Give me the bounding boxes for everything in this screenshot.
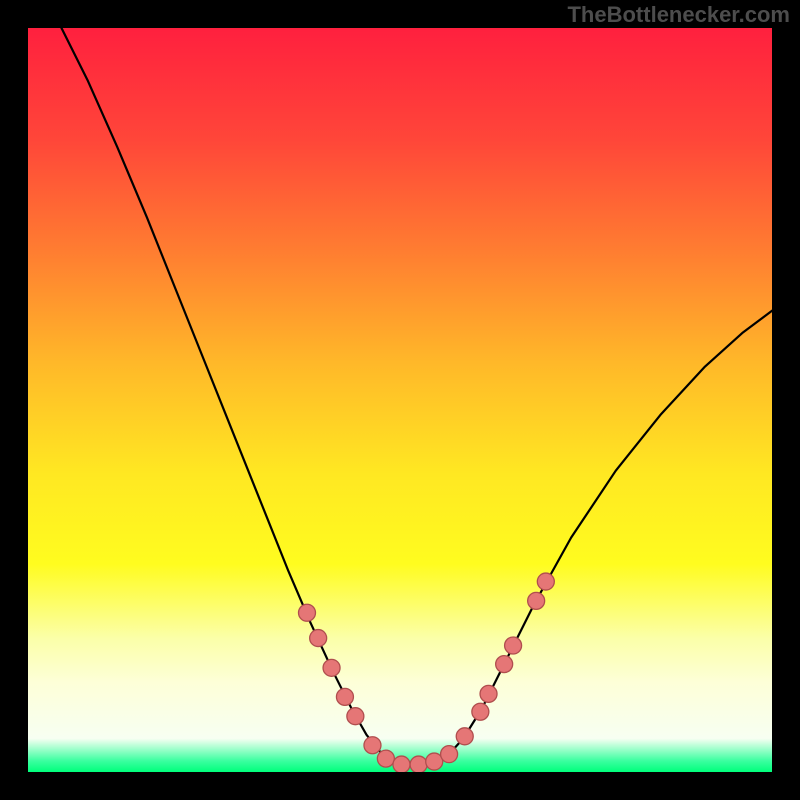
- marker-dot: [496, 656, 513, 673]
- chart-plot-area: [28, 28, 772, 772]
- marker-dot: [456, 728, 473, 745]
- marker-dot: [505, 637, 522, 654]
- chart-frame: TheBottlenecker.com: [0, 0, 800, 800]
- chart-background: [28, 28, 772, 772]
- marker-dot: [480, 685, 497, 702]
- marker-dot: [410, 756, 427, 772]
- marker-dot: [364, 737, 381, 754]
- marker-dot: [310, 630, 327, 647]
- marker-dot: [347, 708, 364, 725]
- marker-dot: [393, 756, 410, 772]
- marker-dot: [377, 750, 394, 767]
- marker-dot: [299, 604, 316, 621]
- marker-dot: [537, 573, 554, 590]
- watermark-text: TheBottlenecker.com: [567, 2, 790, 28]
- marker-dot: [472, 703, 489, 720]
- marker-dot: [528, 592, 545, 609]
- marker-dot: [323, 659, 340, 676]
- marker-dot: [336, 688, 353, 705]
- chart-svg: [28, 28, 772, 772]
- marker-dot: [441, 746, 458, 763]
